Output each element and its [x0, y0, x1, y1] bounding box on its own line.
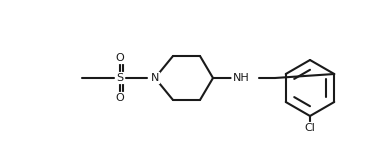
Text: O: O: [116, 53, 124, 63]
Text: S: S: [116, 73, 124, 83]
Text: O: O: [116, 93, 124, 103]
Text: Cl: Cl: [305, 123, 316, 133]
Text: NH: NH: [233, 73, 249, 83]
Text: N: N: [151, 73, 159, 83]
